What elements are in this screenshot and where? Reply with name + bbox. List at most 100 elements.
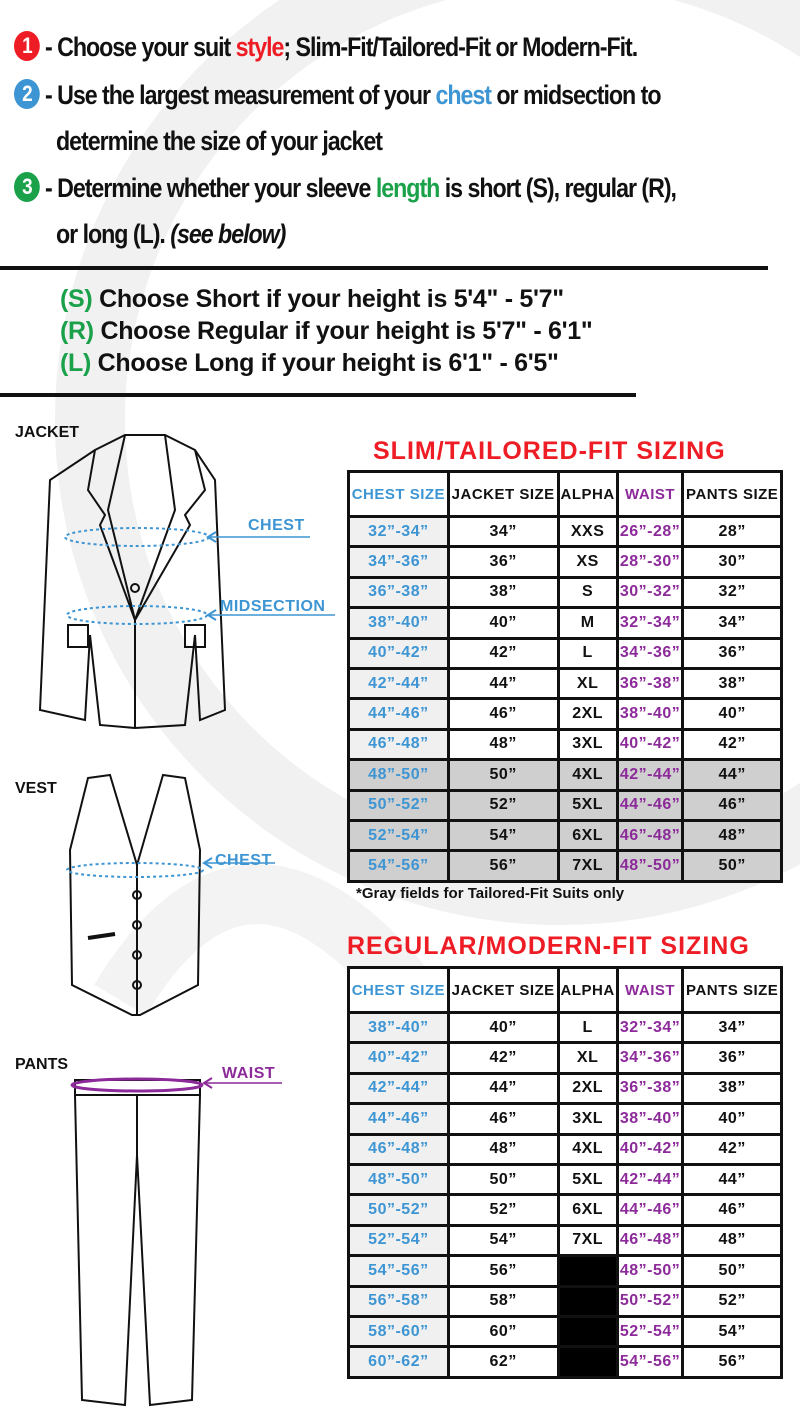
table-row: 34”-36” 36” XS 28”-30” 30” <box>350 548 780 576</box>
table-row: 54”-56” 56” 7XL 48”-50” 50” <box>350 852 780 880</box>
table-cell: 44”-46” <box>618 1196 682 1224</box>
gray-fields-note: *Gray fields for Tailored-Fit Suits only <box>356 885 625 902</box>
table-cell: 54”-56” <box>350 1257 447 1285</box>
table-cell: 36” <box>684 639 780 667</box>
vest-illustration <box>66 773 275 1016</box>
table-cell: 7XL <box>559 852 616 880</box>
length-code: (L) <box>60 349 92 377</box>
table-row: 54”-56” 56” 48”-50” 50” <box>350 1257 780 1285</box>
height-guide-line: (L) Choose Long if your height is 6'1" -… <box>60 347 559 379</box>
table-cell: 46” <box>449 1105 557 1133</box>
table-row: 40”-42” 42” L 34”-36” 36” <box>350 639 780 667</box>
table-cell: 3XL <box>559 730 616 759</box>
step-number-badge: 3 <box>14 171 40 202</box>
header-row: CHEST SIZE JACKET SIZE ALPHA WAIST PANTS SIZ… <box>350 969 780 1011</box>
unavailable-cell <box>559 1257 616 1285</box>
table-cell: 48”-50” <box>350 1165 447 1194</box>
jacket-label: JACKET <box>15 424 80 441</box>
table-cell: 34” <box>449 518 557 546</box>
regular-fit-table: CHEST SIZE JACKET SIZE ALPHA WAIST PANTS SIZ… <box>347 966 783 1379</box>
table-cell: 60” <box>449 1317 557 1346</box>
table-cell: 38” <box>684 1074 780 1103</box>
instruction-step-continued: determine the size of your jacket <box>56 124 383 158</box>
column-header: ALPHA <box>559 969 616 1011</box>
table-cell: 50” <box>449 761 557 789</box>
step-number-badge: 2 <box>14 78 40 109</box>
table-cell: 32” <box>684 578 780 607</box>
step-text: is short (S), regular (R), <box>439 173 677 203</box>
step-text: determine the size of your jacket <box>56 126 383 156</box>
table-cell: 56” <box>449 1257 557 1285</box>
table-cell: 52”-54” <box>618 1317 682 1346</box>
table-cell: 40” <box>684 1105 780 1133</box>
table-cell: 46” <box>684 1196 780 1224</box>
table-cell: L <box>559 639 616 667</box>
table-cell: 44”-46” <box>350 1105 447 1133</box>
table-cell: 62” <box>449 1348 557 1376</box>
column-header: JACKET SIZE <box>449 969 557 1011</box>
table-cell: 48” <box>449 1135 557 1163</box>
column-header: PANTS SIZE <box>684 969 780 1011</box>
table-cell: 46”-48” <box>618 821 682 850</box>
table-row: 46”-48” 48” 4XL 40”-42” 42” <box>350 1135 780 1163</box>
table-cell: XL <box>559 669 616 698</box>
table-cell: 48”-50” <box>618 1257 682 1285</box>
table-cell: 50” <box>449 1165 557 1194</box>
height-guide-line: (R) Choose Regular if your height is 5'7… <box>60 315 593 347</box>
slim-fit-title: SLIM/TAILORED-FIT SIZING <box>373 437 726 465</box>
table-row: 52”-54” 54” 6XL 46”-48” 48” <box>350 821 780 850</box>
table-cell: 48” <box>684 821 780 850</box>
table-row: 46”-48” 48” 3XL 40”-42” 42” <box>350 730 780 759</box>
step-highlight: style <box>235 32 285 62</box>
table-row: 40”-42” 42” XL 34”-36” 36” <box>350 1044 780 1072</box>
table-cell: 42” <box>684 1135 780 1163</box>
step-text: or midsection to <box>490 80 661 110</box>
table-row: 42”-44” 44” 2XL 36”-38” 38” <box>350 1074 780 1103</box>
table-cell: 58” <box>449 1287 557 1315</box>
column-header: WAIST <box>618 473 682 515</box>
table-cell: 34” <box>684 609 780 637</box>
table-cell: 34”-36” <box>618 1044 682 1072</box>
column-header: PANTS SIZE <box>684 473 780 515</box>
table-row: 58”-60” 60” 52”-54” 54” <box>350 1317 780 1346</box>
unavailable-cell <box>559 1348 616 1376</box>
table-cell: 54”-56” <box>618 1348 682 1376</box>
table-cell: 42” <box>449 1044 557 1072</box>
step-text: - Determine whether your sleeve <box>44 173 376 203</box>
table-cell: 52” <box>684 1287 780 1315</box>
table-cell: 52” <box>449 791 557 819</box>
table-cell: 46” <box>684 791 780 819</box>
table-cell: 34”-36” <box>618 639 682 667</box>
midsection-callout: MIDSECTION <box>220 598 326 615</box>
table-cell: 54” <box>684 1317 780 1346</box>
table-cell: 42” <box>449 639 557 667</box>
table-cell: 42”-44” <box>618 761 682 789</box>
table-row: 48”-50” 50” 4XL 42”-44” 44” <box>350 761 780 789</box>
table-row: 44”-46” 46” 3XL 38”-40” 40” <box>350 1105 780 1133</box>
pants-label: PANTS <box>15 1056 69 1073</box>
table-cell: 30” <box>684 548 780 576</box>
instruction-step-continued: or long (L). (see below) <box>56 217 286 251</box>
table-cell: 46”-48” <box>350 1135 447 1163</box>
step-highlight: length <box>375 173 440 203</box>
waist-callout: WAIST <box>222 1065 276 1082</box>
table-cell: 38”-40” <box>350 609 447 637</box>
step-text: - Use the largest measurement of your <box>44 80 436 110</box>
table-cell: 60”-62” <box>350 1348 447 1376</box>
table-cell: XL <box>559 1044 616 1072</box>
table-cell: 36”-38” <box>618 669 682 698</box>
table-cell: 6XL <box>559 1196 616 1224</box>
table-cell: 58”-60” <box>350 1317 447 1346</box>
table-cell: 32”-34” <box>350 518 447 546</box>
chest-callout: CHEST <box>248 517 305 534</box>
table-cell: 34” <box>684 1014 780 1042</box>
table-cell: 56”-58” <box>350 1287 447 1315</box>
table-row: 56”-58” 58” 50”-52” 52” <box>350 1287 780 1315</box>
table-cell: 6XL <box>559 821 616 850</box>
length-code: (S) <box>60 285 93 313</box>
table-cell: 7XL <box>559 1226 616 1255</box>
table-cell: 2XL <box>559 1074 616 1103</box>
table-cell: 44” <box>684 1165 780 1194</box>
table-row: 52”-54” 54” 7XL 46”-48” 48” <box>350 1226 780 1255</box>
table-cell: 48”-50” <box>350 761 447 789</box>
